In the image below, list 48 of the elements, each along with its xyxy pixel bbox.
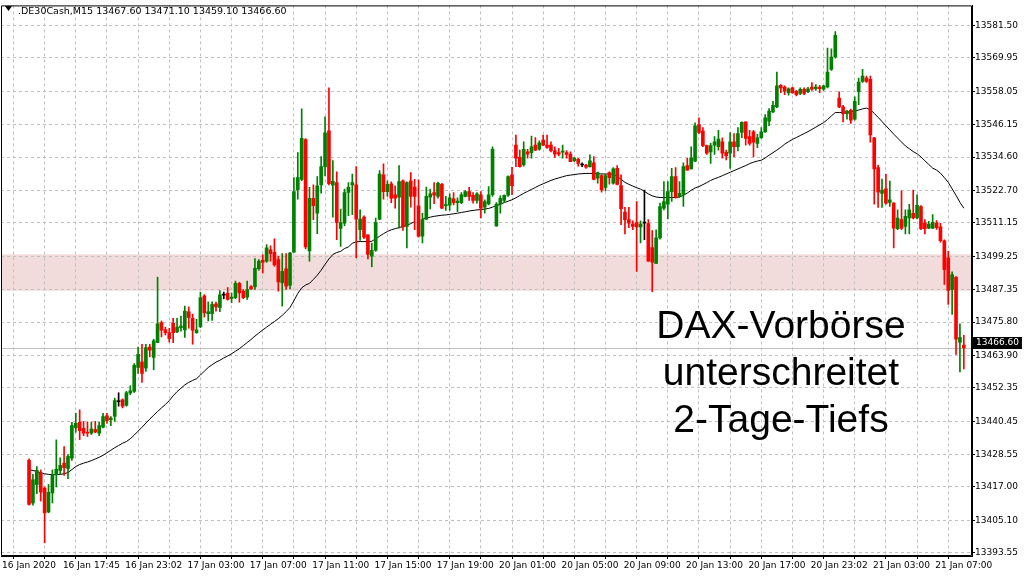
x-tick-label: 17 Jan 07:00	[249, 559, 308, 570]
y-tick-label: 13499.25	[975, 250, 1018, 261]
y-tick-label: 13487.35	[975, 284, 1018, 295]
x-tick-label: 16 Jan 2020	[2, 559, 57, 570]
y-tick-label: 13428.55	[975, 448, 1018, 459]
x-tick-label: 16 Jan 17:45	[62, 559, 120, 570]
y-tick-label: 13546.15	[975, 119, 1018, 130]
x-tick-label: 20 Jan 09:00	[623, 559, 681, 570]
candlestick	[331, 160, 335, 218]
y-tick-label: 13534.60	[975, 151, 1019, 162]
y-tick-label: 13440.45	[975, 415, 1018, 426]
candlestick	[432, 182, 436, 205]
y-tick-label: 13569.95	[975, 52, 1018, 63]
y-tick-label: 13417.00	[975, 481, 1019, 492]
x-tick-label: 16 Jan 23:02	[125, 559, 183, 570]
x-tick-label: 20 Jan 05:00	[561, 559, 619, 570]
candlestick	[62, 446, 66, 476]
y-tick-label: 13511.15	[975, 217, 1018, 228]
candlestick	[545, 134, 549, 149]
x-tick-label: 20 Jan 13:00	[686, 559, 744, 570]
x-tick-label: 17 Jan 11:00	[312, 559, 370, 570]
y-tick-label: 13463.90	[975, 349, 1019, 360]
x-tick-label: 20 Jan 17:00	[748, 559, 806, 570]
x-tick-label: 20 Jan 23:02	[810, 559, 868, 570]
y-tick-label: 13558.05	[975, 85, 1018, 96]
candlestick	[443, 196, 448, 211]
x-tick-label: 21 Jan 03:00	[873, 559, 931, 570]
candlestick	[393, 185, 397, 209]
candlestick	[961, 334, 966, 370]
x-tick-label: 17 Jan 15:00	[374, 559, 432, 570]
y-tick-label: 13522.70	[975, 184, 1019, 195]
candlestick	[958, 323, 962, 373]
x-tick-label: 17 Jan 03:00	[187, 559, 245, 570]
y-tick-label: 13475.80	[975, 316, 1019, 327]
annotation: DAX-Vorbörse unterschreitet 2-Tage-Tiefs	[656, 303, 906, 440]
y-tick-label: 13581.50	[975, 19, 1019, 30]
candlestick	[350, 173, 355, 215]
ref-line-label: 13466.60	[976, 337, 1020, 348]
y-tick-label: 13393.55	[975, 547, 1018, 558]
candlestick	[880, 178, 884, 208]
y-tick-label: 13452.35	[975, 382, 1018, 393]
x-tick-label: 17 Jan 19:00	[436, 559, 495, 570]
y-tick-label: 13405.10	[975, 514, 1019, 525]
candlestick	[887, 180, 892, 207]
x-tick-label: 21 Jan 07:00	[935, 559, 993, 570]
x-tick-label: 20 Jan 01:00	[499, 559, 557, 570]
chart-title: .DE30Cash,M15 13467.60 13471.10 13459.10 13466.60	[18, 4, 287, 16]
candlestick	[732, 133, 736, 157]
